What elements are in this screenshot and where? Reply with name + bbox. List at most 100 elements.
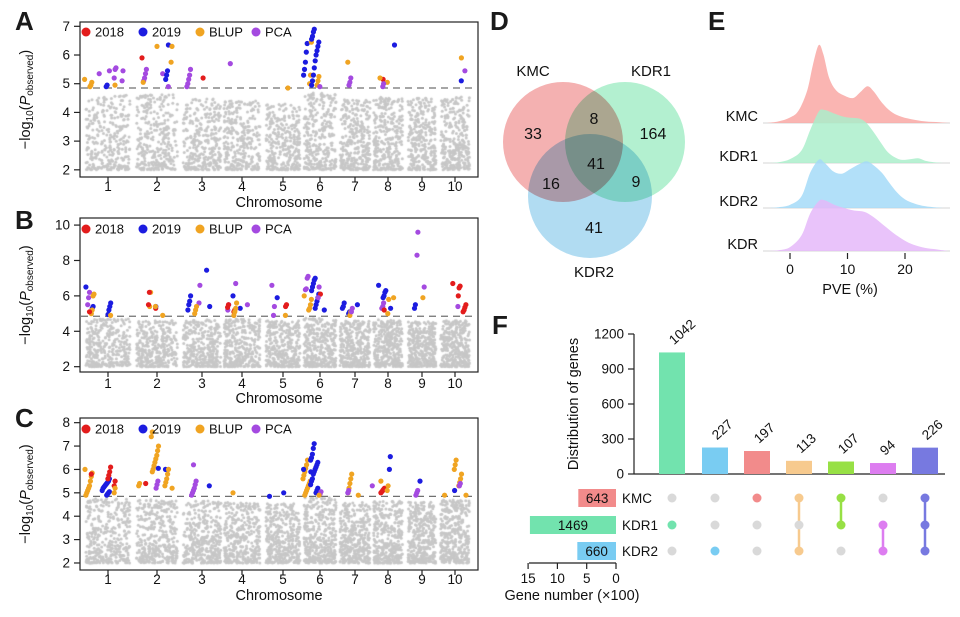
venn-circle-kdr2 — [528, 134, 652, 258]
matrix-dot-empty — [667, 546, 677, 556]
upset-intersection-bar — [912, 447, 938, 474]
significant-snp-point — [230, 293, 236, 299]
bar-value-label-group: 226 — [919, 417, 946, 443]
y-tick-label: 7 — [62, 439, 70, 454]
significant-snp-point — [192, 311, 198, 317]
legend-dot-2018 — [81, 27, 91, 37]
x-tick-label: 8 — [384, 179, 392, 194]
significant-snp-point — [168, 59, 174, 65]
bar-value-label-group: 113 — [793, 430, 819, 456]
significant-snp-point — [301, 293, 307, 299]
significant-snp-point — [452, 462, 458, 468]
matrix-dot-empty — [752, 546, 762, 556]
bar-value-label: 107 — [835, 431, 862, 457]
matrix-dot-empty — [710, 520, 720, 530]
set-name-label: KDR1 — [622, 518, 658, 533]
bar-value-label-group: 197 — [751, 420, 778, 446]
legend-dot-2019 — [138, 224, 148, 234]
venn-count: 41 — [587, 156, 605, 173]
y-tick-label: 8 — [62, 415, 70, 430]
panel-label-b: B — [15, 205, 34, 235]
significant-snp-point — [142, 71, 149, 77]
significant-snp-point — [283, 303, 289, 310]
x-tick-label: 2 — [153, 179, 161, 194]
significant-snp-point — [456, 285, 462, 291]
panel-e-ridgeline-plot: KMC KDR1 KDR2 KDR 0 10 20 PVE (%) — [719, 44, 951, 298]
venn-count: 164 — [640, 126, 667, 143]
significant-snp-point — [310, 72, 316, 78]
significant-snp-point — [184, 84, 190, 90]
x-tick-label: 5 — [279, 572, 287, 587]
legend-label: 2019 — [152, 422, 181, 437]
x-tick-label: 8 — [384, 376, 392, 391]
significant-snp-point — [190, 462, 197, 468]
x-tick-label: 6 — [316, 376, 324, 391]
significant-snp-point — [82, 466, 88, 472]
significant-snp-point — [86, 309, 93, 315]
legend-dot-blup — [195, 224, 205, 234]
significant-snp-point — [391, 42, 398, 48]
significant-snp-point — [160, 312, 166, 318]
significant-snp-point — [453, 457, 459, 463]
y-axis-label: −log10(Pobserved) — [18, 245, 36, 344]
significant-snp-point — [458, 55, 464, 61]
x-tick-label: 9 — [418, 376, 426, 391]
bar-value-label: 226 — [919, 417, 946, 443]
significant-snp-point — [458, 471, 465, 477]
significant-snp-point — [463, 492, 469, 498]
x-tick-label: 2 — [153, 376, 161, 391]
significant-snp-point — [120, 68, 126, 74]
significant-snp-point — [306, 307, 312, 313]
bar-value-label: 94 — [877, 437, 899, 459]
y-axis-label-text: −log10(Pobserved) — [18, 444, 36, 543]
significant-snp-point — [111, 75, 117, 81]
legend-dot-pca — [251, 224, 261, 234]
significant-snp-point — [169, 43, 175, 50]
legend-dot-2018 — [81, 424, 91, 434]
significant-snp-point — [269, 282, 275, 288]
x-tick-label: 4 — [238, 376, 246, 391]
significant-snp-point — [345, 490, 351, 496]
x-axis-title: PVE (%) — [822, 282, 878, 298]
significant-snp-point — [148, 434, 154, 440]
significant-snp-point — [355, 492, 361, 498]
x-tick-label: 10 — [447, 376, 462, 391]
significant-snp-point — [391, 295, 397, 301]
significant-snp-point — [112, 478, 118, 484]
significant-snp-point — [460, 309, 466, 315]
significant-snp-point — [270, 312, 277, 318]
significant-snp-point — [420, 295, 426, 301]
significant-snp-point — [377, 75, 383, 81]
significant-snp-point — [302, 59, 308, 65]
venn-count: 41 — [585, 220, 603, 237]
upset-intersection-bar — [870, 463, 896, 474]
significant-snp-point — [149, 469, 155, 475]
significant-snp-point — [274, 295, 280, 301]
legend-dot-blup — [195, 27, 205, 37]
matrix-dot-member — [836, 493, 846, 503]
bar-value-label: 227 — [709, 417, 736, 443]
significant-snp-point — [186, 76, 192, 82]
upset-y-axis-label: Distribution of genes — [566, 338, 582, 470]
x-tick-label: 8 — [384, 572, 392, 587]
significant-snp-point — [90, 293, 96, 299]
ridge-row-label: KDR1 — [719, 149, 758, 165]
significant-snp-point — [83, 492, 89, 498]
significant-snp-point — [316, 492, 322, 498]
significant-snp-point — [108, 464, 114, 470]
y-axis-label-text: −log10(Pobserved) — [18, 50, 36, 149]
significant-snp-point — [378, 490, 384, 496]
significant-snp-point — [348, 75, 354, 81]
ridge-row-label: KMC — [726, 109, 758, 125]
significant-snp-point — [347, 480, 353, 487]
set-axis-tick-label: 15 — [521, 571, 536, 586]
significant-snp-point — [455, 293, 461, 299]
venn-count: 33 — [524, 126, 542, 143]
density-curve-kmc — [767, 44, 951, 123]
legend-label: BLUP — [209, 422, 243, 437]
venn-set-label: KDR1 — [631, 63, 671, 80]
significant-snp-point — [308, 457, 314, 463]
significant-snp-point — [462, 68, 468, 74]
y-axis-label-text: −log10(Pobserved) — [18, 245, 36, 344]
